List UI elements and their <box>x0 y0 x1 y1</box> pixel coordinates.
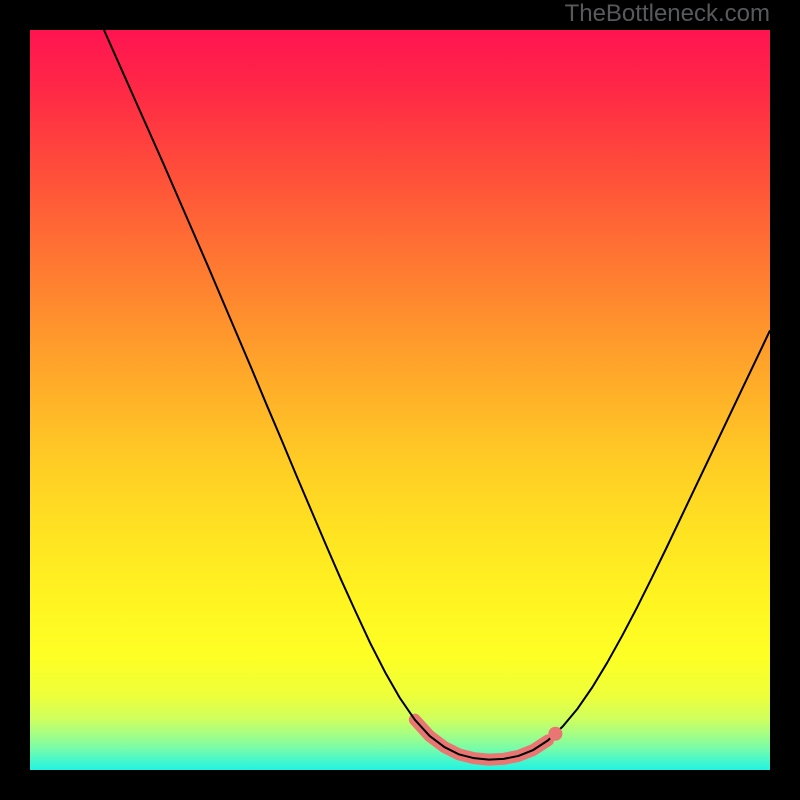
chart-container: TheBottleneck.com <box>0 0 800 800</box>
bottleneck-chart <box>0 0 800 800</box>
watermark-text: TheBottleneck.com <box>565 0 770 28</box>
marker-dot <box>548 727 562 741</box>
